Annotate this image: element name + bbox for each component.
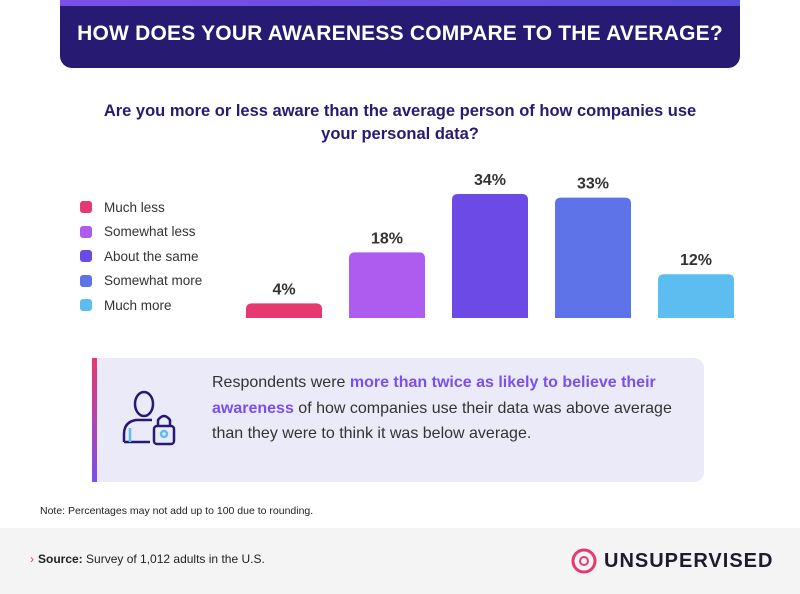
footnote: Note: Percentages may not add up to 100 …	[40, 505, 314, 517]
legend-label: Somewhat less	[104, 224, 196, 240]
legend-label: Much less	[104, 199, 165, 215]
bar	[246, 303, 322, 318]
insight-callout: Respondents were more than twice as like…	[92, 358, 704, 482]
chart-legend: Much less Somewhat less About the same Some…	[80, 195, 202, 318]
data-label: 34%	[474, 172, 506, 189]
legend-label: About the same	[104, 248, 199, 264]
user-lock-icon	[122, 390, 176, 446]
callout-accent-bar	[92, 358, 97, 482]
data-label: 4%	[272, 281, 295, 298]
legend-label: Much more	[104, 297, 172, 313]
callout-text-before: Respondents were	[212, 374, 350, 391]
brand-logo: UNSUPERVISED	[570, 547, 773, 575]
legend-swatch	[80, 225, 92, 238]
legend-item: Somewhat less	[80, 220, 202, 245]
data-label: 12%	[680, 252, 712, 269]
page-title: HOW DOES YOUR AWARENESS COMPARE TO THE A…	[77, 22, 723, 45]
legend-swatch	[80, 201, 92, 214]
legend-item: Much less	[80, 195, 202, 220]
legend-item: About the same	[80, 244, 202, 269]
callout-text-after: of how companies use their data was abov…	[212, 399, 672, 443]
footer: › Source: Survey of 1,012 adults in the U…	[0, 528, 800, 594]
callout-text: Respondents were more than twice as like…	[212, 370, 682, 447]
bar	[555, 197, 631, 318]
brand-logo-icon	[571, 548, 597, 574]
data-label: 18%	[371, 230, 403, 247]
legend-item: Somewhat more	[80, 269, 202, 294]
callout-highlight: more than twice as likely to believe the…	[212, 374, 656, 417]
bar	[658, 274, 734, 318]
source-text: Survey of 1,012 adults in the U.S.	[82, 552, 265, 566]
bar-chart: 4% 18% 34% 33% 12%	[246, 172, 734, 318]
bar	[349, 252, 425, 318]
legend-swatch	[80, 274, 92, 287]
source-label: Source:	[38, 552, 83, 566]
source-line: › Source: Survey of 1,012 adults in the U…	[30, 552, 265, 566]
header-accent-stripe	[60, 0, 740, 6]
legend-swatch	[80, 250, 92, 263]
legend-label: Somewhat more	[104, 273, 203, 289]
data-label: 33%	[577, 176, 609, 193]
legend-swatch	[80, 299, 92, 312]
brand-logo-text: UNSUPERVISED	[604, 549, 774, 572]
header-banner: HOW DOES YOUR AWARENESS COMPARE TO THE A…	[60, 0, 740, 68]
legend-item: Much more	[80, 293, 202, 318]
bar	[452, 194, 528, 318]
chevron-right-icon: ›	[30, 552, 34, 566]
chart-title: Are you more or less aware than the aver…	[103, 102, 697, 143]
